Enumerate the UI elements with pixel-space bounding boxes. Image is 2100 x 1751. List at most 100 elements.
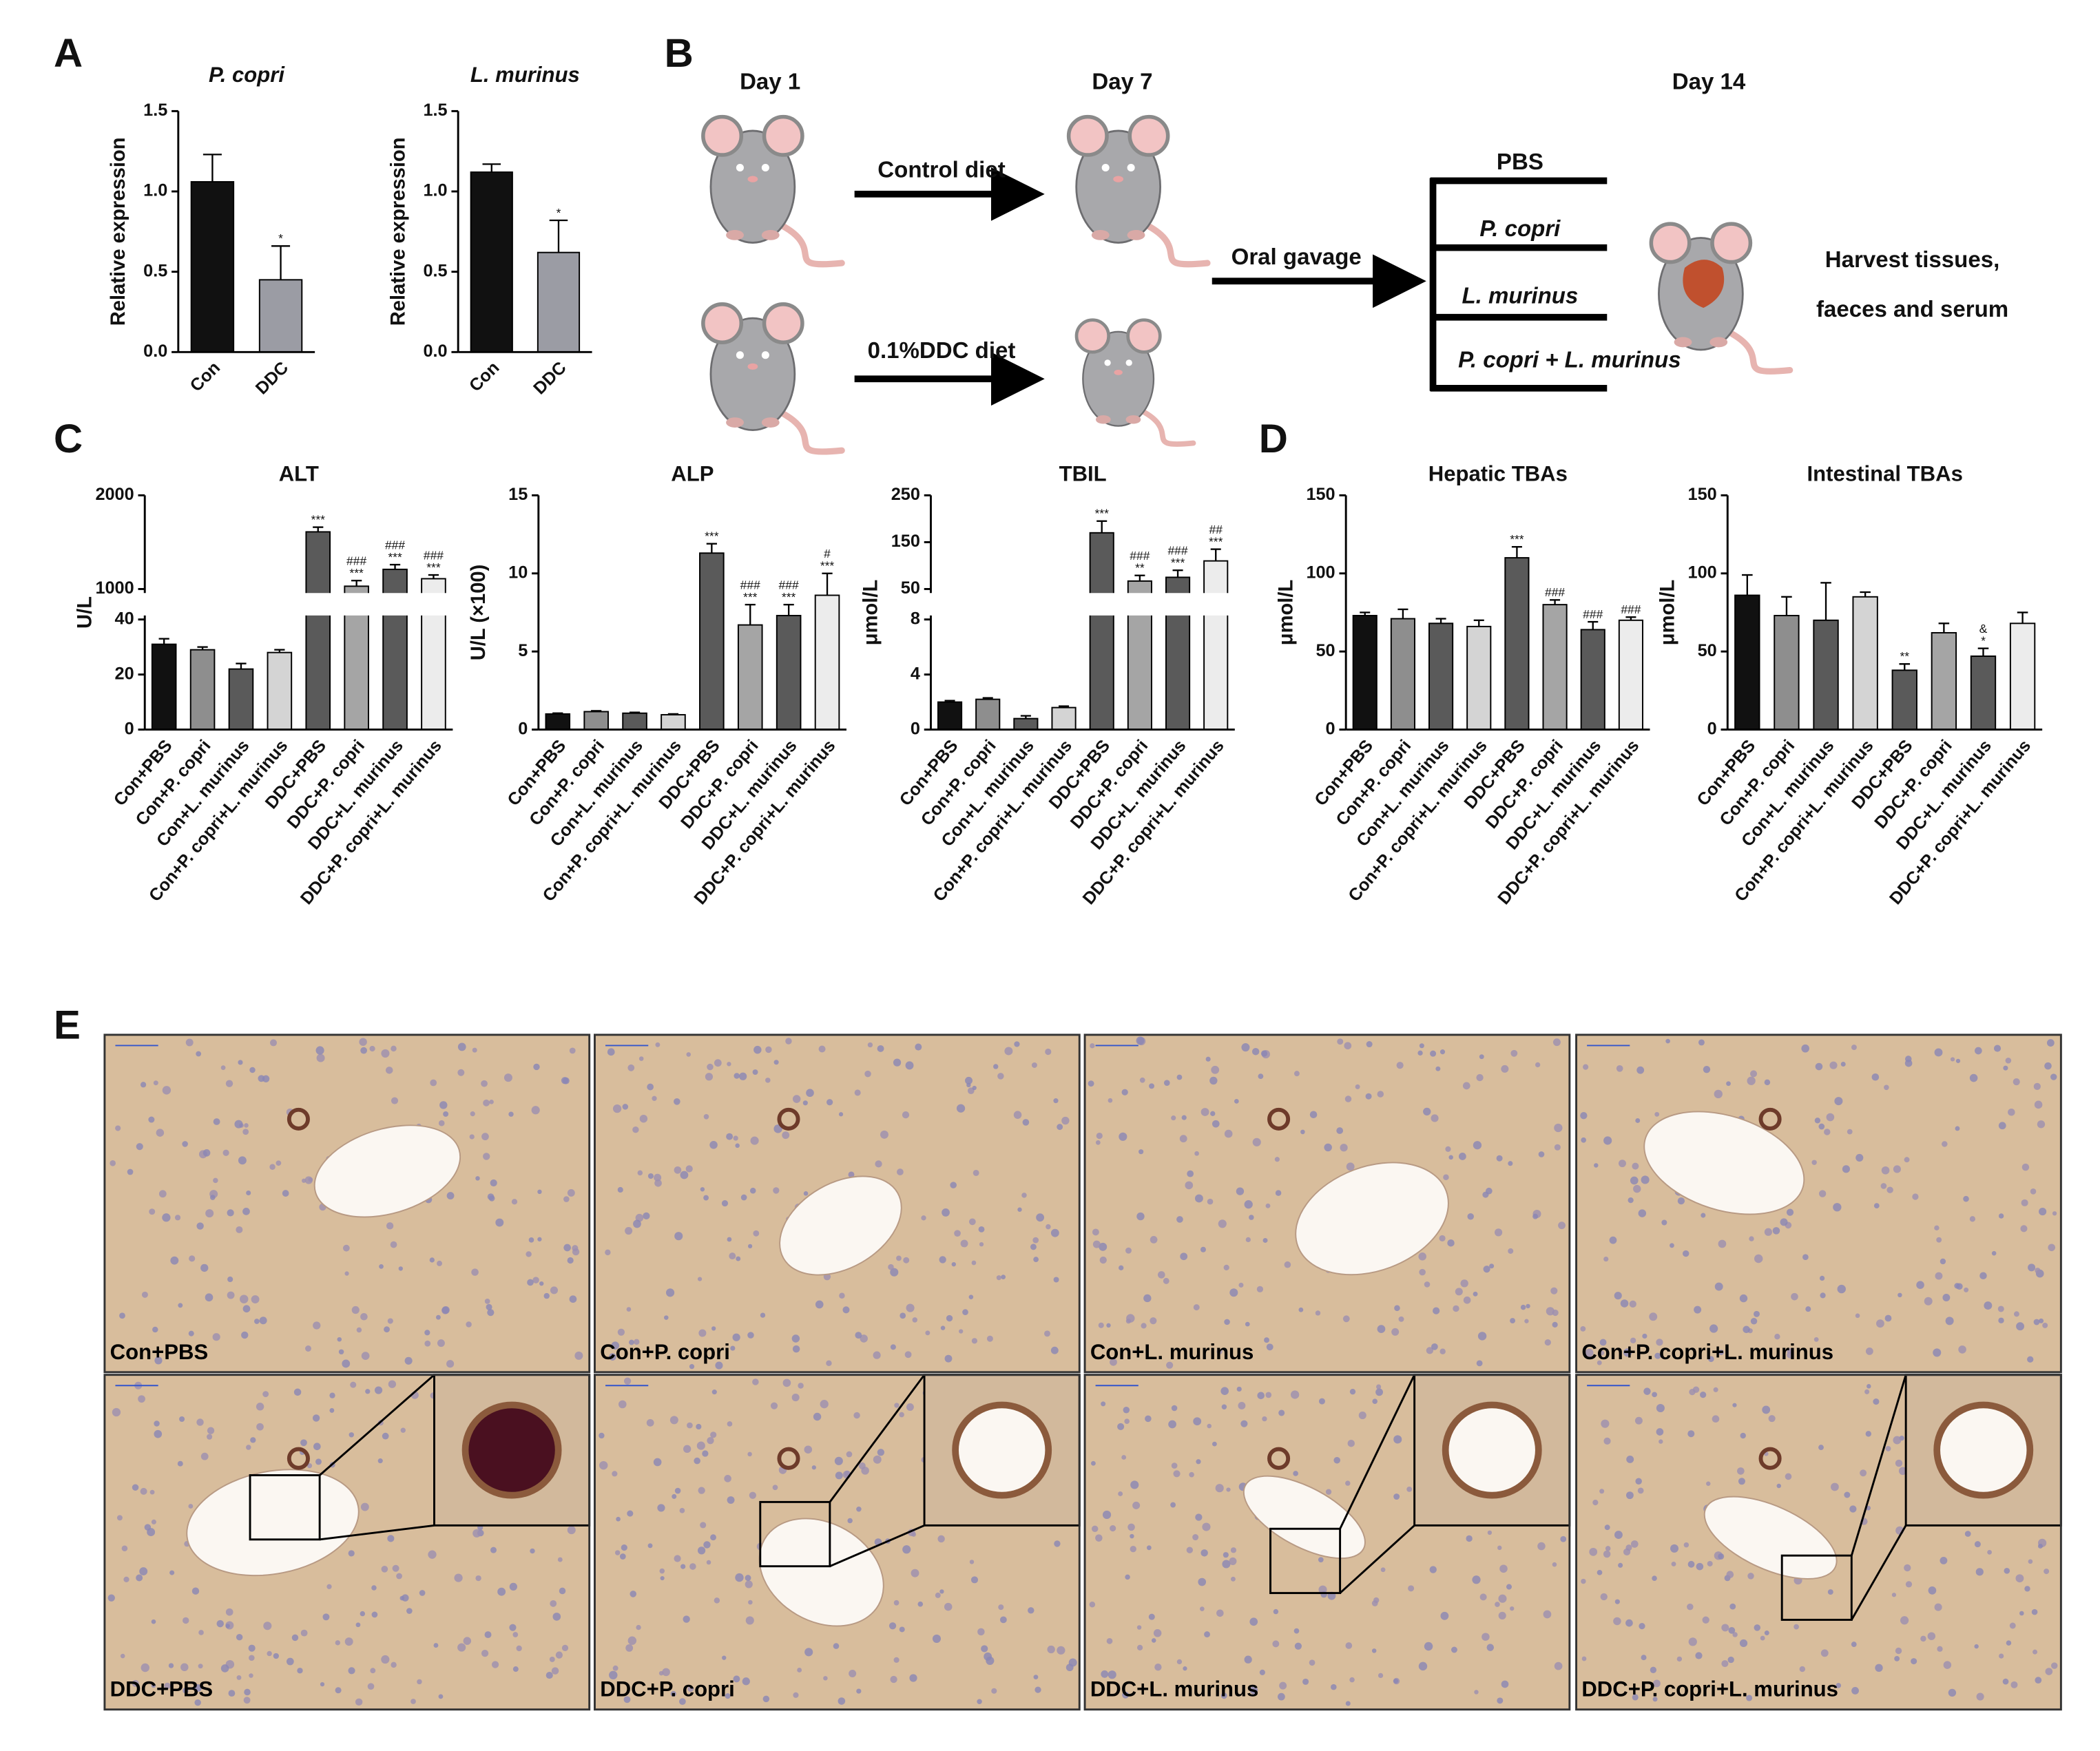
nucleus xyxy=(1884,1084,1889,1091)
nucleus xyxy=(384,1326,390,1333)
nucleus xyxy=(1653,1679,1661,1688)
nucleus xyxy=(1958,1345,1966,1354)
nucleus xyxy=(1661,1219,1667,1226)
nucleus xyxy=(1550,1287,1558,1294)
nucleus xyxy=(1245,1237,1251,1243)
nucleus xyxy=(269,1164,276,1170)
nucleus xyxy=(429,1257,435,1263)
nucleus xyxy=(1940,1258,1946,1265)
nucleus xyxy=(1639,1623,1645,1630)
nucleus xyxy=(404,1356,413,1365)
nucleus xyxy=(1057,1646,1065,1655)
nucleus xyxy=(1948,1688,1957,1697)
nucleus xyxy=(707,1063,714,1071)
nucleus xyxy=(1137,1644,1143,1650)
micrographs: Con+PBS Con+P. copri Con+L. murinus Con+P. … xyxy=(103,1034,2062,1711)
y-axis-title: μmol/L xyxy=(1275,580,1297,646)
nucleus xyxy=(1865,1431,1872,1437)
nucleus xyxy=(371,1611,378,1618)
nucleus xyxy=(1212,1120,1220,1128)
nucleus xyxy=(302,1178,306,1183)
nucleus xyxy=(654,1179,662,1187)
y-tick-label: 0 xyxy=(911,719,920,738)
nucleus xyxy=(1833,1203,1842,1212)
nucleus xyxy=(1179,1135,1187,1143)
micrograph: DDC+P. copri xyxy=(594,1374,1081,1711)
nucleus xyxy=(1885,1446,1891,1451)
nucleus xyxy=(1204,1631,1210,1637)
nucleus xyxy=(141,1663,149,1673)
nucleus xyxy=(966,1082,971,1088)
nucleus xyxy=(1189,1471,1194,1478)
nucleus xyxy=(348,1550,355,1557)
nucleus xyxy=(543,1292,550,1299)
nucleus xyxy=(797,1668,802,1673)
nucleus xyxy=(205,1209,214,1218)
nucleus xyxy=(360,1502,369,1511)
nucleus xyxy=(1895,1647,1902,1655)
bar xyxy=(470,171,513,353)
nucleus xyxy=(1476,1360,1483,1367)
nucleus xyxy=(1785,1473,1792,1480)
nucleus xyxy=(1482,1633,1490,1641)
nucleus xyxy=(906,1303,915,1312)
image-label: Con+P. copri+L. murinus xyxy=(1581,1340,1833,1364)
nucleus xyxy=(1603,1437,1611,1445)
nucleus xyxy=(1718,1553,1725,1560)
nucleus xyxy=(1462,1082,1470,1090)
nucleus xyxy=(1969,1073,1978,1082)
nucleus xyxy=(609,1670,618,1680)
nucleus xyxy=(370,1668,376,1674)
nucleus xyxy=(652,1095,657,1101)
nucleus xyxy=(1259,1669,1265,1675)
nucleus xyxy=(259,1317,267,1325)
nucleus xyxy=(351,1306,360,1314)
nucleus xyxy=(512,1632,519,1637)
nucleus xyxy=(1036,1213,1045,1222)
nucleus xyxy=(1652,1697,1658,1702)
nucleus xyxy=(483,1153,490,1160)
nucleus xyxy=(1495,1602,1500,1607)
nucleus xyxy=(968,1218,976,1226)
nucleus xyxy=(1811,1160,1817,1165)
panel-label: D xyxy=(1259,417,1288,461)
nucleus xyxy=(1964,1287,1969,1292)
nucleus xyxy=(198,1664,203,1669)
nucleus xyxy=(337,1336,342,1342)
charts: P. copri Relative expression 0.0 0.5 1.0 1.5 C… xyxy=(74,63,2043,908)
panel-border xyxy=(1083,1374,1571,1711)
nucleus xyxy=(1818,1190,1827,1197)
nucleus xyxy=(689,1563,696,1570)
nucleus xyxy=(270,1039,278,1047)
nucleus xyxy=(1279,1681,1287,1690)
nucleus xyxy=(1618,1160,1626,1168)
nucleus xyxy=(984,1652,992,1661)
nucleus xyxy=(381,1049,390,1058)
nucleus xyxy=(977,1628,985,1636)
nucleus xyxy=(1732,1632,1738,1637)
nucleus xyxy=(747,1451,752,1457)
nucleus xyxy=(680,1171,689,1179)
nucleus xyxy=(359,1038,367,1046)
nucleus xyxy=(752,1378,759,1385)
nucleus xyxy=(1706,1481,1711,1486)
nucleus xyxy=(1620,1299,1629,1308)
nucleus xyxy=(1183,1666,1187,1671)
nucleus xyxy=(880,1130,888,1139)
nucleus xyxy=(2045,1668,2053,1675)
bar xyxy=(1580,629,1605,731)
bar xyxy=(228,668,254,731)
significance-label: *** xyxy=(782,590,796,604)
nucleus xyxy=(1431,1114,1439,1122)
nucleus xyxy=(185,1038,194,1047)
nucleus xyxy=(1393,1493,1400,1500)
y-tick-label: 0 xyxy=(1326,719,1335,738)
nucleus xyxy=(970,1576,979,1584)
y-axis-title: Relative expression xyxy=(107,137,129,326)
nucleus xyxy=(141,1291,148,1298)
bar xyxy=(151,643,177,731)
nucleus xyxy=(2002,1678,2009,1685)
zoom-line xyxy=(1851,1524,1907,1621)
nucleus xyxy=(1495,1228,1503,1237)
significance-label: ### xyxy=(424,548,444,562)
